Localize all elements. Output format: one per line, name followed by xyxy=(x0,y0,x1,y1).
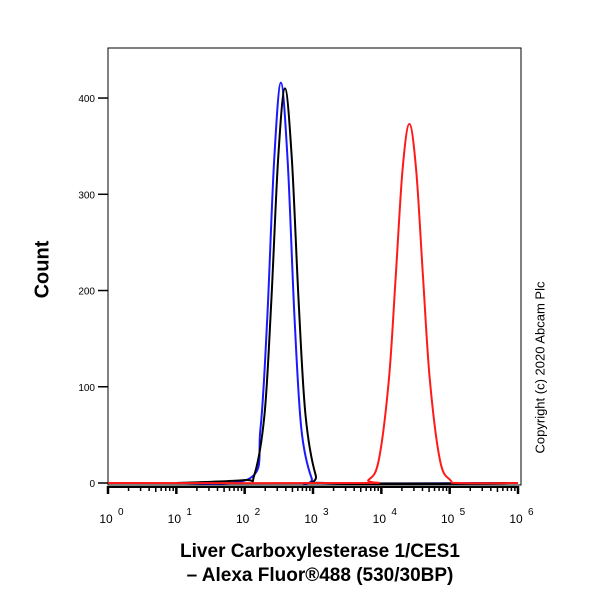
x-axis-label: Liver Carboxylesterase 1/CES1 – Alexa Fl… xyxy=(60,540,580,588)
y-tick-label: 400 xyxy=(78,94,95,105)
x-tick-label: 10 xyxy=(509,512,523,526)
plot-frame xyxy=(107,47,522,486)
histogram-series-0 xyxy=(176,81,519,485)
x-tick-exponent: 6 xyxy=(528,507,534,518)
x-tick-label: 10 xyxy=(99,512,113,526)
histogram-series-2 xyxy=(107,123,519,485)
x-tick-exponent: 2 xyxy=(255,507,261,518)
y-tick-label: 200 xyxy=(78,287,95,298)
x-tick-exponent: 5 xyxy=(460,507,466,518)
histogram-series-1 xyxy=(176,87,519,485)
x-tick-label: 10 xyxy=(304,512,318,526)
x-axis-label-line2: – Alexa Fluor®488 (530/30BP) xyxy=(186,565,454,586)
x-tick-label: 10 xyxy=(373,512,387,526)
x-tick-label: 10 xyxy=(168,512,182,526)
x-tick-label: 10 xyxy=(441,512,455,526)
x-tick-exponent: 4 xyxy=(391,507,397,518)
copyright-text: Copyright (c) 2020 Abcam Plc xyxy=(532,281,548,454)
x-tick-exponent: 1 xyxy=(186,507,192,518)
x-tick-label: 10 xyxy=(236,512,250,526)
x-axis-label-line1: Liver Carboxylesterase 1/CES1 xyxy=(180,541,460,562)
y-tick-label: 0 xyxy=(89,479,95,490)
x-tick-exponent: 3 xyxy=(323,507,329,518)
x-tick-exponent: 0 xyxy=(118,507,124,518)
y-axis-label: Count xyxy=(31,240,54,299)
y-tick-label: 100 xyxy=(78,383,95,394)
y-tick-label: 300 xyxy=(78,190,95,201)
